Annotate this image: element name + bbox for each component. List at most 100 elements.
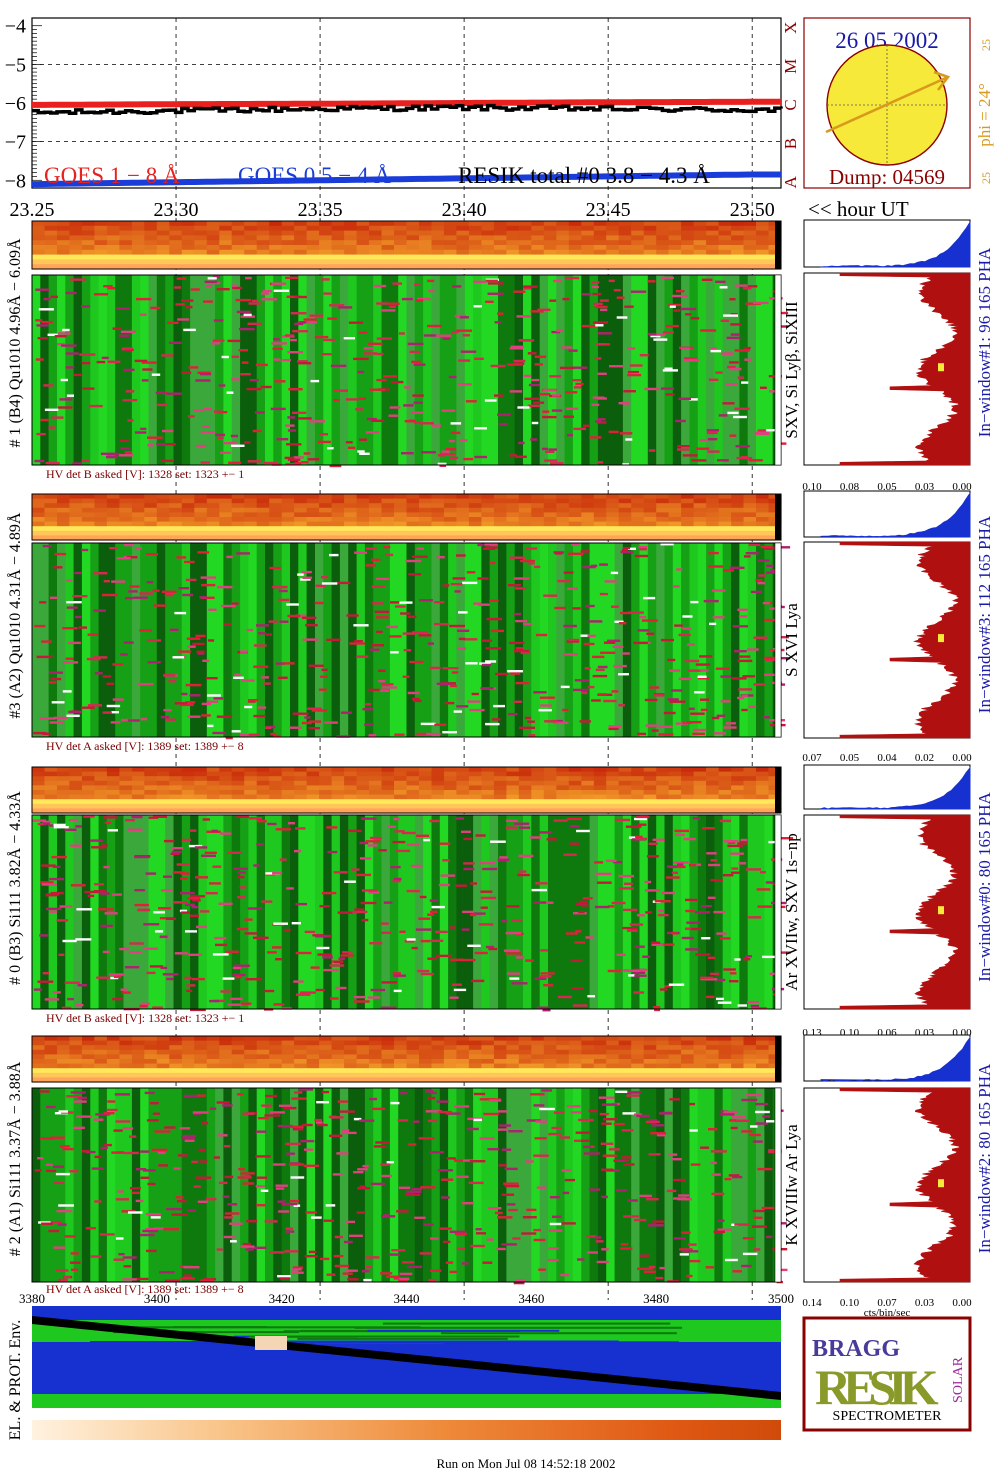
map-dash	[641, 619, 658, 622]
map-dash	[315, 584, 327, 587]
strip-cell	[119, 259, 133, 265]
strip-cell	[681, 249, 695, 256]
strip-cell	[681, 1077, 695, 1083]
map-dash	[193, 409, 204, 412]
strip-cell	[106, 254, 120, 260]
map-dash	[441, 409, 456, 412]
strip-cell	[281, 808, 295, 814]
map-dash	[222, 1195, 230, 1198]
map-dash	[265, 1094, 278, 1098]
map-dash	[337, 1100, 349, 1103]
y-tick-label: −6	[5, 93, 26, 115]
strip-cell	[668, 1054, 682, 1060]
strip-cell	[369, 526, 383, 532]
map-dash	[441, 1196, 450, 1199]
strip-cell	[94, 498, 108, 504]
strip-cell	[306, 1063, 320, 1069]
strip-cell	[219, 799, 233, 805]
strip-cell	[344, 790, 358, 796]
map-dash	[659, 1112, 673, 1115]
map-dash	[48, 671, 63, 674]
strip-cell	[606, 221, 620, 227]
strip-cell	[206, 225, 220, 232]
strip-cell	[431, 1063, 445, 1069]
strip-cell	[244, 776, 258, 782]
strip-cell	[194, 535, 208, 541]
map-dash	[527, 720, 535, 723]
map-dash	[508, 1130, 523, 1133]
map-dash	[737, 842, 748, 845]
map-dash	[323, 292, 332, 295]
strip-cell	[94, 530, 108, 536]
map-dash	[122, 991, 131, 994]
map-column	[331, 815, 341, 1009]
strip-cell	[431, 1049, 445, 1055]
strip-cell	[119, 1054, 133, 1060]
strip-cell	[743, 1040, 757, 1046]
strip-cell	[756, 517, 770, 523]
map-dash	[185, 930, 197, 933]
strip-cell	[394, 530, 408, 536]
map-dash	[142, 947, 156, 950]
map-dash	[523, 285, 538, 288]
strip-cell	[106, 240, 120, 246]
strip-cell	[169, 507, 183, 513]
strip-cell	[244, 245, 258, 251]
strip-cell	[144, 780, 158, 786]
map-dash	[551, 394, 561, 397]
strip-cell	[269, 1059, 283, 1065]
map-column	[256, 543, 266, 737]
map-dash	[308, 1250, 317, 1254]
map-dash	[137, 682, 154, 686]
map-column	[481, 275, 491, 465]
map-dash	[436, 682, 453, 685]
map-dash	[769, 390, 778, 393]
map-dash	[729, 361, 739, 364]
map-column	[290, 275, 299, 465]
strip-cell	[531, 1077, 545, 1083]
strip-cell	[81, 512, 95, 518]
map-dash	[294, 1091, 303, 1094]
map-dash	[66, 606, 78, 609]
strip-cell	[319, 225, 333, 232]
strip-cell	[543, 526, 557, 532]
map-dash	[547, 1258, 559, 1262]
strip-cell	[194, 503, 208, 509]
map-dash	[644, 387, 661, 391]
map-column	[672, 815, 682, 1009]
map-dash	[597, 665, 608, 669]
map-dash	[204, 851, 217, 854]
strip-cell	[606, 249, 620, 256]
strip-cell	[32, 1045, 46, 1051]
map-dash	[461, 830, 471, 833]
map-dash	[436, 1100, 449, 1103]
map-dash	[63, 1275, 71, 1279]
strip-cell	[269, 221, 283, 227]
strip-cell	[331, 799, 345, 805]
map-column	[473, 1088, 482, 1282]
strip-cell	[531, 1063, 545, 1069]
map-dash	[122, 1256, 137, 1259]
strip-cell	[319, 521, 333, 527]
map-dash	[507, 363, 523, 366]
strip-cell	[219, 521, 233, 527]
map-dash	[158, 907, 171, 910]
strip-cell	[556, 249, 570, 256]
map-column	[622, 543, 632, 737]
strip-cell	[269, 264, 283, 270]
map-dash	[434, 622, 449, 626]
strip-cell	[194, 249, 208, 256]
strip-cell	[369, 771, 383, 777]
map-dash	[112, 663, 124, 666]
strip-cell	[543, 535, 557, 541]
strip-cell	[419, 1054, 433, 1060]
map-column	[523, 1088, 532, 1282]
map-dash	[254, 411, 265, 414]
strip-cell	[69, 221, 83, 227]
map-dash	[613, 289, 621, 292]
map-dash	[209, 999, 220, 1003]
map-dash	[518, 870, 527, 873]
strip-cell	[94, 517, 108, 523]
map-dash	[636, 815, 650, 819]
strip-cell	[319, 780, 333, 786]
